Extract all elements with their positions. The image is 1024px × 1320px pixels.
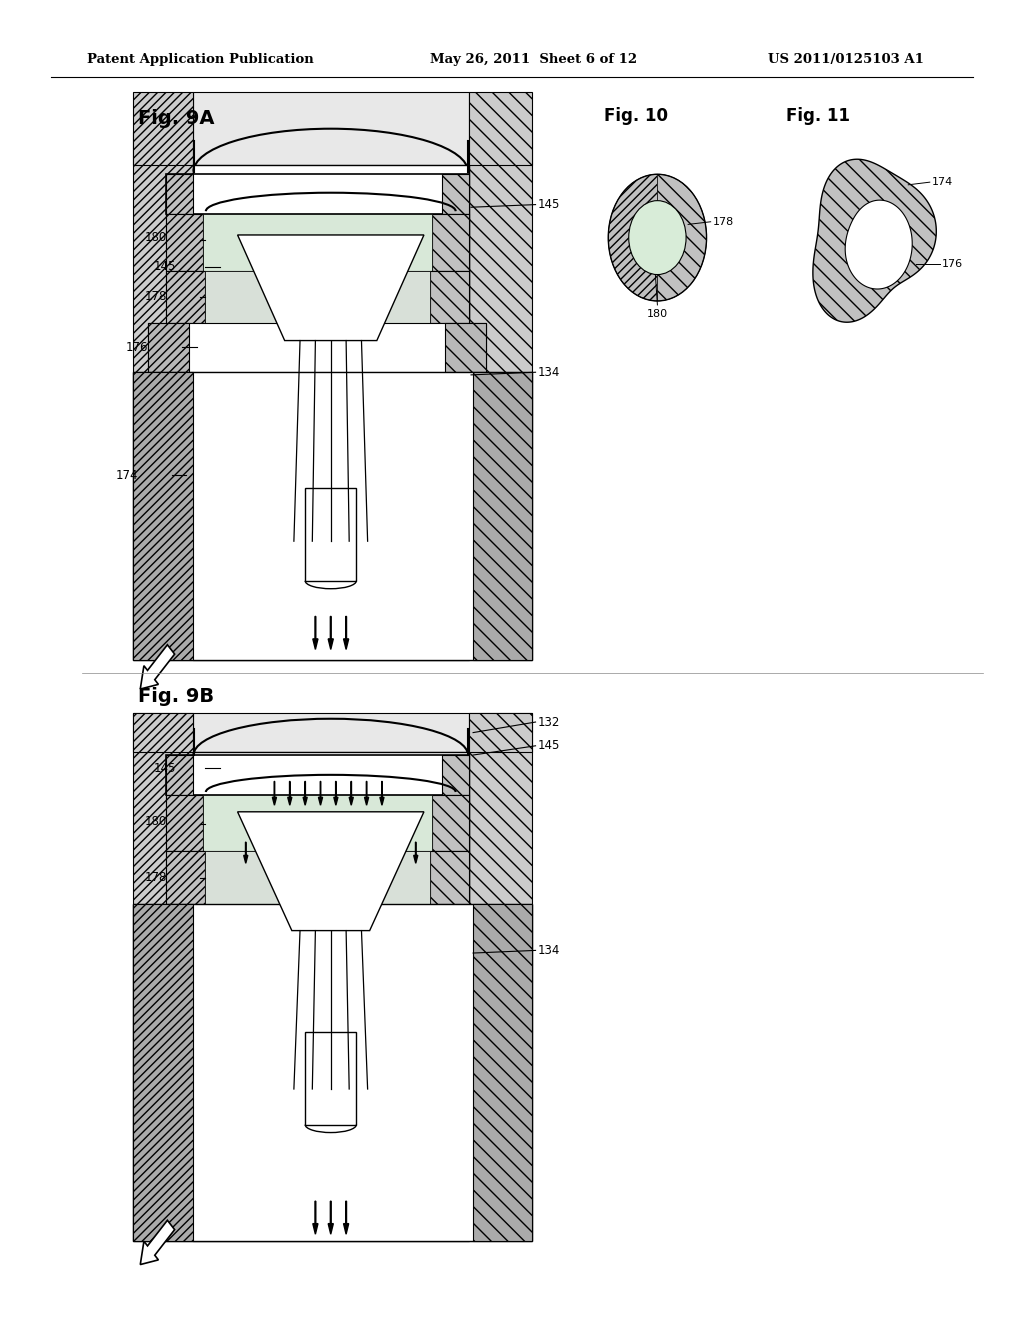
Bar [193,92,469,165]
Bar [205,851,430,904]
Polygon shape [657,174,707,301]
Bar [166,795,203,851]
Polygon shape [813,160,936,322]
Bar [166,271,469,323]
Bar [166,755,469,795]
Text: 174: 174 [116,469,138,482]
Text: 134: 134 [538,944,560,957]
FancyArrow shape [288,781,292,805]
Text: 180: 180 [144,231,167,244]
Bar [166,214,469,271]
Bar [133,132,193,660]
Bar [205,271,430,323]
Bar [432,795,469,851]
Text: 132: 132 [538,715,560,729]
Bar [133,92,193,165]
Bar [133,372,532,660]
Text: 134: 134 [538,366,560,379]
Bar [166,755,193,795]
Polygon shape [238,235,424,341]
Bar [305,488,356,581]
Text: Fig. 9B: Fig. 9B [138,688,214,706]
Bar [148,323,189,372]
Text: Fig. 9A: Fig. 9A [138,110,215,128]
Bar [430,851,469,904]
FancyArrow shape [303,781,307,805]
FancyArrow shape [244,842,248,863]
Bar [148,323,486,372]
Polygon shape [845,201,912,289]
Text: 176: 176 [942,259,964,269]
Text: US 2011/0125103 A1: US 2011/0125103 A1 [768,53,924,66]
FancyArrow shape [349,781,353,805]
Bar [166,851,205,904]
Bar [133,713,193,752]
Text: May 26, 2011  Sheet 6 of 12: May 26, 2011 Sheet 6 of 12 [430,53,637,66]
Text: 174: 174 [932,177,953,187]
Bar [469,713,532,1241]
Bar [133,713,193,1241]
Bar [469,132,532,660]
Text: 178: 178 [144,290,167,304]
Bar [133,904,193,1241]
FancyArrow shape [140,644,175,689]
FancyArrow shape [380,781,384,805]
FancyArrow shape [365,781,369,805]
FancyArrow shape [313,1201,317,1234]
Text: 145: 145 [538,198,560,211]
Text: 180: 180 [144,814,167,828]
Bar [430,271,469,323]
Bar [305,1032,356,1125]
Bar [193,165,469,660]
FancyArrow shape [318,781,323,805]
Bar [133,904,532,1241]
Bar [166,174,469,214]
Bar [193,713,469,752]
FancyArrow shape [140,1220,175,1265]
Bar [203,214,432,271]
Bar [203,795,432,851]
Bar [442,755,469,795]
Bar [166,174,193,214]
Text: Patent Application Publication: Patent Application Publication [87,53,313,66]
Text: Fig. 10: Fig. 10 [604,107,668,125]
Text: 145: 145 [538,739,560,752]
Text: 145: 145 [154,260,176,273]
FancyArrow shape [414,842,418,863]
Text: 178: 178 [713,216,734,227]
Bar [166,851,469,904]
Bar [432,214,469,271]
Bar [445,323,486,372]
Bar [473,904,532,1241]
Polygon shape [608,174,657,301]
FancyArrow shape [328,616,334,649]
Bar [193,752,469,1241]
Text: 178: 178 [144,871,167,884]
FancyArrow shape [344,616,348,649]
Bar [166,795,469,851]
Bar [133,372,193,660]
Bar [166,214,203,271]
FancyArrow shape [344,1201,348,1234]
Text: Fig. 11: Fig. 11 [786,107,850,125]
Text: 180: 180 [647,309,668,319]
FancyArrow shape [313,616,317,649]
Bar [469,713,532,752]
Bar [469,92,532,165]
FancyArrow shape [272,781,276,805]
Text: 176: 176 [126,341,148,354]
Text: 145: 145 [154,762,176,775]
Bar [166,271,205,323]
Bar [442,174,469,214]
FancyArrow shape [334,781,338,805]
FancyArrow shape [328,1201,334,1234]
Bar [473,372,532,660]
Circle shape [629,201,686,275]
Polygon shape [238,812,424,931]
